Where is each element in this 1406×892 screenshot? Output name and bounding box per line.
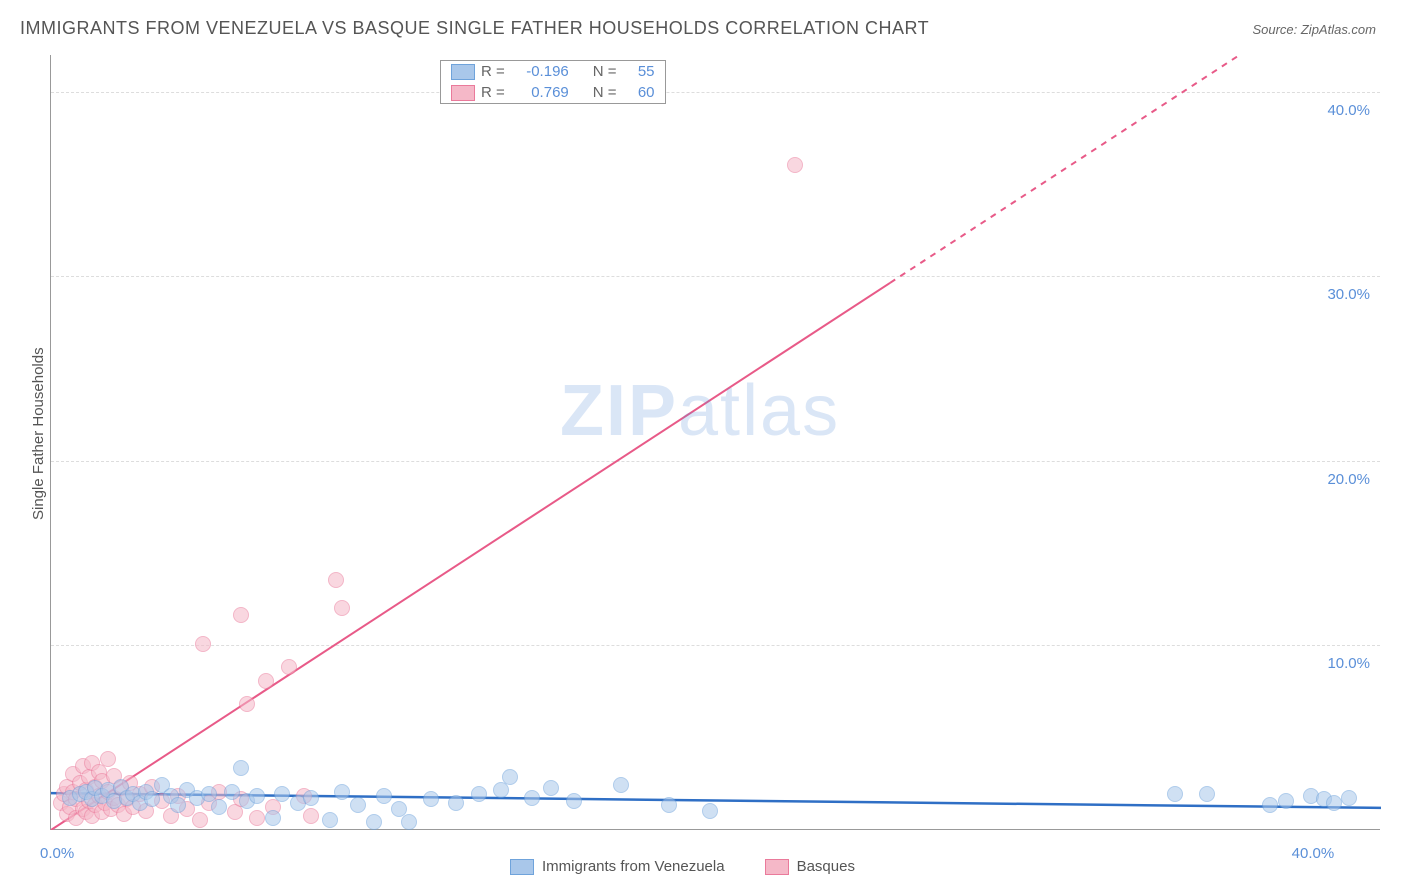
x-tick-label: 40.0% xyxy=(1292,845,1335,862)
x-tick-label: 0.0% xyxy=(40,845,74,862)
y-tick-label: 30.0% xyxy=(1310,286,1370,303)
data-point xyxy=(100,751,116,767)
data-point xyxy=(233,607,249,623)
data-point xyxy=(274,786,290,802)
correlation-legend: R = -0.196 N = 55 R = 0.769 N = 60 xyxy=(440,60,666,104)
r-value: -0.196 xyxy=(511,63,569,80)
series-legend: Immigrants from Venezuela Basques xyxy=(510,858,855,875)
legend-row: R = -0.196 N = 55 xyxy=(441,61,665,82)
y-tick-label: 10.0% xyxy=(1310,655,1370,672)
data-point xyxy=(566,793,582,809)
gridline xyxy=(51,645,1380,646)
data-point xyxy=(423,791,439,807)
r-value: 0.769 xyxy=(511,84,569,101)
data-point xyxy=(265,810,281,826)
legend-label: Basques xyxy=(797,858,855,875)
data-point xyxy=(1341,790,1357,806)
data-point xyxy=(401,814,417,830)
data-point xyxy=(366,814,382,830)
n-label: N = xyxy=(593,63,617,80)
data-point xyxy=(249,810,265,826)
y-tick-label: 20.0% xyxy=(1310,471,1370,488)
legend-label: Immigrants from Venezuela xyxy=(542,858,725,875)
source-name: ZipAtlas.com xyxy=(1301,22,1376,37)
data-point xyxy=(1199,786,1215,802)
trend-lines xyxy=(51,55,1381,830)
legend-row: R = 0.769 N = 60 xyxy=(441,82,665,103)
data-point xyxy=(1262,797,1278,813)
n-label: N = xyxy=(593,84,617,101)
y-axis-label: Single Father Households xyxy=(30,347,47,520)
gridline xyxy=(51,276,1380,277)
legend-item: Basques xyxy=(765,858,855,875)
legend-swatch xyxy=(765,859,789,875)
data-point xyxy=(224,784,240,800)
chart-title: IMMIGRANTS FROM VENEZUELA VS BASQUE SING… xyxy=(20,18,929,39)
data-point xyxy=(702,803,718,819)
n-value: 55 xyxy=(623,63,655,80)
data-point xyxy=(192,812,208,828)
data-point xyxy=(1278,793,1294,809)
data-point xyxy=(328,572,344,588)
y-tick-label: 40.0% xyxy=(1310,102,1370,119)
legend-item: Immigrants from Venezuela xyxy=(510,858,725,875)
data-point xyxy=(1326,795,1342,811)
data-point xyxy=(502,769,518,785)
data-point xyxy=(471,786,487,802)
r-label: R = xyxy=(481,84,505,101)
scatter-plot-area xyxy=(50,55,1380,830)
data-point xyxy=(195,636,211,652)
data-point xyxy=(239,696,255,712)
data-point xyxy=(543,780,559,796)
data-point xyxy=(211,799,227,815)
gridline xyxy=(51,92,1380,93)
legend-swatch xyxy=(451,85,475,101)
n-value: 60 xyxy=(623,84,655,101)
legend-swatch xyxy=(510,859,534,875)
source-attribution: Source: ZipAtlas.com xyxy=(1252,22,1376,37)
data-point xyxy=(524,790,540,806)
legend-swatch xyxy=(451,64,475,80)
data-point xyxy=(376,788,392,804)
data-point xyxy=(613,777,629,793)
data-point xyxy=(350,797,366,813)
data-point xyxy=(249,788,265,804)
data-point xyxy=(170,797,186,813)
data-point xyxy=(281,659,297,675)
data-point xyxy=(258,673,274,689)
gridline xyxy=(51,461,1380,462)
data-point xyxy=(448,795,464,811)
data-point xyxy=(303,790,319,806)
data-point xyxy=(1167,786,1183,802)
data-point xyxy=(322,812,338,828)
data-point xyxy=(233,760,249,776)
data-point xyxy=(303,808,319,824)
data-point xyxy=(334,784,350,800)
data-point xyxy=(144,791,160,807)
r-label: R = xyxy=(481,63,505,80)
data-point xyxy=(661,797,677,813)
data-point xyxy=(334,600,350,616)
data-point xyxy=(787,157,803,173)
source-label: Source: xyxy=(1252,22,1300,37)
